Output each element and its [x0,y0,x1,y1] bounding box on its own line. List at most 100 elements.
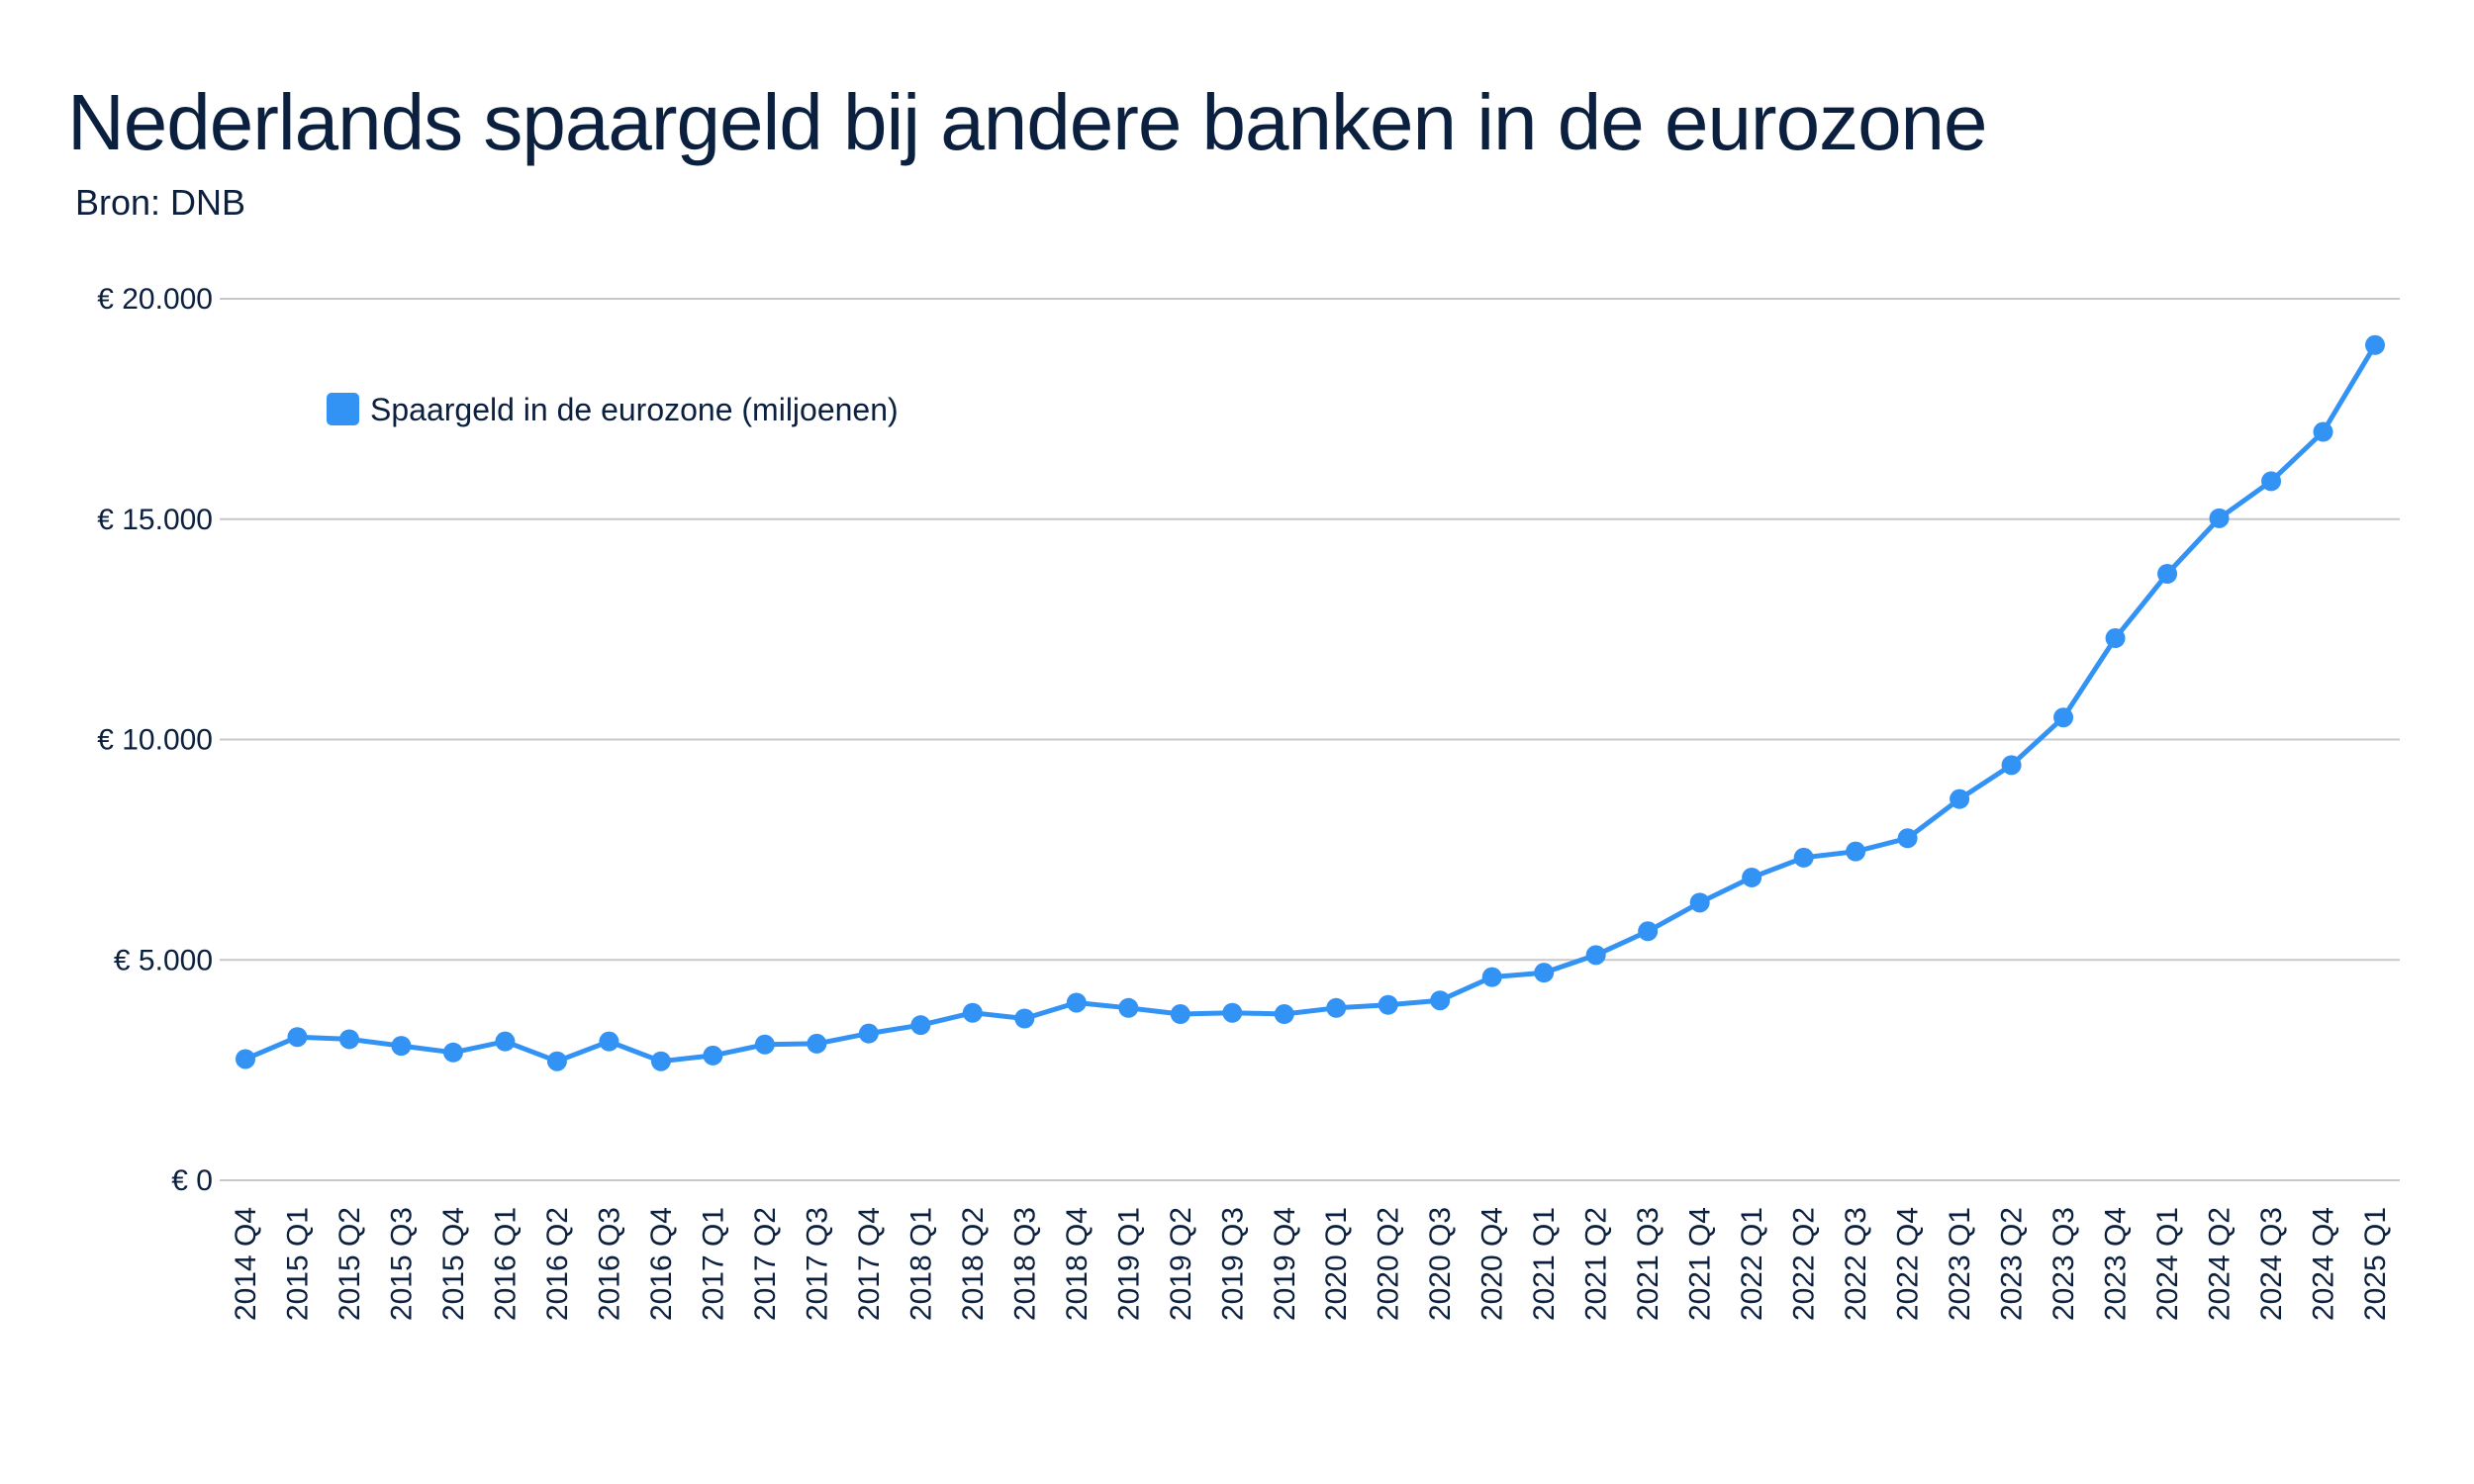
x-tick-label: 2017 Q4 [853,1207,886,1321]
x-tick-label: 2016 Q1 [489,1207,522,1321]
x-tick-label: 2022 Q4 [1892,1207,1925,1321]
y-tick-label: € 10.000 [97,724,213,757]
x-tick-label: 2018 Q1 [904,1207,937,1321]
data-point [2261,471,2282,492]
y-axis: € 0 € 5.000 € 10.000 € 15.000 € 20.000 [97,283,213,1197]
data-point [1638,921,1659,942]
x-tick-label: 2015 Q1 [281,1207,314,1321]
x-tick-label: 2024 Q2 [2204,1207,2236,1321]
x-tick-label: 2016 Q4 [645,1207,678,1321]
x-tick-label: 2024 Q1 [2151,1207,2184,1321]
data-point [1222,1002,1243,1023]
data-point [910,1015,931,1036]
y-tick-label: € 15.000 [97,504,213,536]
data-point [962,1002,983,1023]
x-tick-label: 2025 Q1 [2359,1207,2392,1321]
x-tick-label: 2017 Q1 [697,1207,729,1321]
data-point [391,1036,412,1057]
x-tick-label: 2021 Q1 [1528,1207,1561,1321]
x-tick-label: 2020 Q2 [1373,1207,1405,1321]
x-tick-label: 2018 Q2 [957,1207,990,1321]
data-point [754,1034,775,1055]
x-tick-label: 2024 Q4 [2308,1207,2340,1321]
x-tick-label: 2019 Q2 [1165,1207,1197,1321]
data-point [287,1027,308,1048]
data-point [1378,994,1398,1015]
x-tick-label: 2017 Q3 [801,1207,833,1321]
x-tick-label: 2022 Q1 [1736,1207,1768,1321]
y-tick-label: € 0 [171,1164,213,1197]
data-point [2053,707,2074,728]
data-point [1846,841,1866,862]
data-point [495,1031,516,1052]
data-point [236,1049,255,1069]
legend: Spaargeld in de eurozone (miljoenen) [327,392,899,427]
x-axis: 2014 Q4 2015 Q1 2015 Q2 2015 Q3 2015 Q4 2016 … [230,1207,2392,1321]
x-tick-label: 2020 Q1 [1320,1207,1353,1321]
gridlines [220,298,2400,1181]
data-point [2001,755,2022,776]
x-tick-label: 2022 Q2 [1788,1207,1821,1321]
legend-label: Spaargeld in de eurozone (miljoenen) [370,392,899,427]
data-point [858,1023,879,1044]
x-tick-label: 2015 Q2 [333,1207,366,1321]
x-tick-label: 2018 Q3 [1008,1207,1041,1321]
x-tick-label: 2014 Q4 [230,1207,262,1321]
data-point [1326,997,1347,1018]
series-group [236,334,2385,1071]
x-tick-label: 2021 Q2 [1580,1207,1613,1321]
y-tick-label: € 5.000 [114,944,213,976]
data-point [1689,892,1710,913]
x-tick-label: 2016 Q2 [541,1207,574,1321]
x-tick-label: 2019 Q1 [1112,1207,1145,1321]
data-point [1897,828,1918,849]
data-point [1430,990,1451,1011]
data-point [1481,967,1502,987]
data-point [1170,1004,1190,1025]
data-point [338,1029,359,1050]
x-tick-label: 2015 Q3 [385,1207,418,1321]
x-tick-label: 2021 Q3 [1632,1207,1665,1321]
data-point [2209,508,2230,528]
data-point [546,1051,567,1071]
x-tick-label: 2015 Q4 [437,1207,470,1321]
x-tick-label: 2019 Q3 [1216,1207,1249,1321]
data-point [703,1045,723,1066]
data-point [1585,945,1606,966]
chart-title: Nederlands spaargeld bij andere banken i… [67,78,1988,166]
data-point [1118,997,1139,1018]
x-tick-label: 2016 Q3 [593,1207,625,1321]
x-tick-label: 2020 Q4 [1476,1207,1509,1321]
data-point [1793,847,1814,868]
x-tick-label: 2022 Q3 [1840,1207,1872,1321]
x-tick-label: 2023 Q3 [2047,1207,2080,1321]
data-point [2105,628,2126,649]
data-point [442,1042,463,1063]
data-point [599,1031,619,1052]
series-line [242,342,2378,1065]
data-point [650,1051,671,1071]
data-point [2365,334,2385,355]
x-tick-label: 2019 Q4 [1269,1207,1301,1321]
x-tick-label: 2023 Q4 [2100,1207,2133,1321]
data-point [807,1033,827,1054]
data-point [1742,867,1762,887]
data-point [1534,963,1555,983]
x-tick-label: 2017 Q2 [749,1207,782,1321]
x-tick-label: 2020 Q3 [1424,1207,1457,1321]
y-tick-label: € 20.000 [97,283,213,316]
data-point [1014,1008,1035,1029]
chart-subtitle: Bron: DNB [75,182,246,223]
data-point [2313,421,2333,442]
x-tick-label: 2021 Q4 [1684,1207,1717,1321]
x-tick-label: 2024 Q3 [2255,1207,2288,1321]
data-point [1274,1004,1294,1025]
x-tick-label: 2018 Q4 [1061,1207,1094,1321]
data-point [1066,992,1087,1013]
x-tick-label: 2023 Q1 [1944,1207,1976,1321]
legend-swatch [327,393,359,425]
x-tick-label: 2023 Q2 [1996,1207,2029,1321]
data-point [1950,788,1970,809]
data-point [2157,563,2178,584]
